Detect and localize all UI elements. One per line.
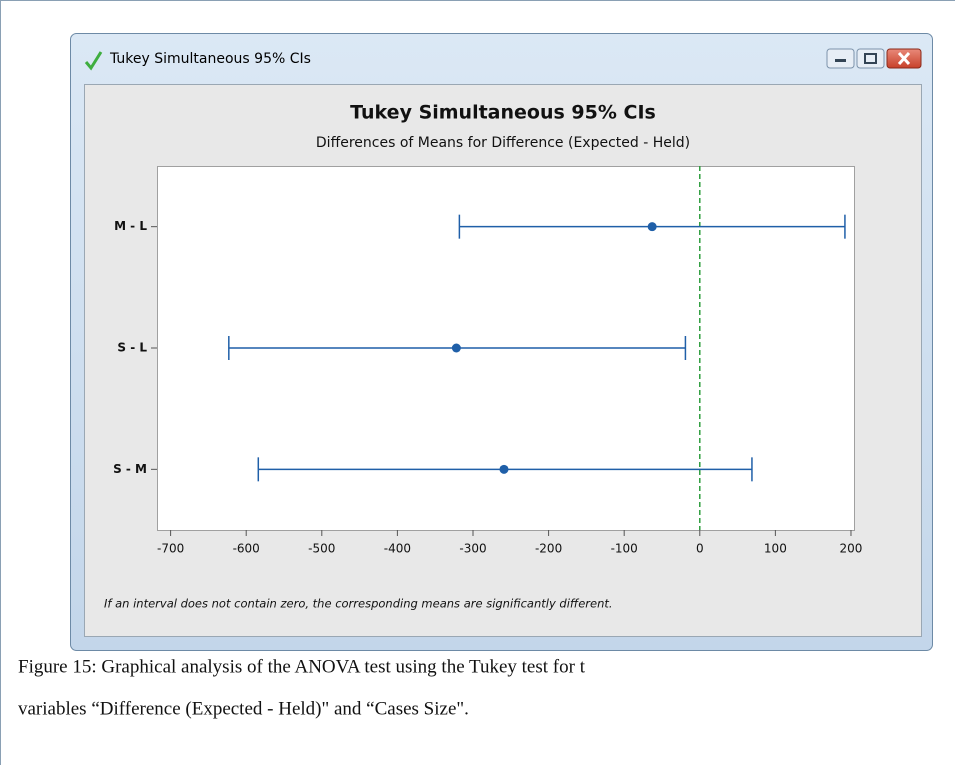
mean-point: [647, 222, 657, 232]
footnote: If an interval does not contain zero, th…: [104, 597, 613, 611]
maximize-icon: [864, 53, 877, 64]
minimize-icon: [835, 59, 846, 62]
x-tick-label: -600: [233, 542, 260, 556]
window-title: Tukey Simultaneous 95% CIs: [109, 51, 311, 67]
y-tick-label: S - L: [117, 341, 147, 355]
x-tick-label: 0: [696, 542, 704, 556]
mean-point: [499, 464, 509, 474]
x-tick-label: -200: [535, 542, 562, 556]
minimize-button[interactable]: [826, 48, 855, 69]
caption-line: variables “Difference (Expected - Held)"…: [18, 698, 469, 719]
app-icon: [84, 51, 103, 71]
x-tick-label: 100: [764, 542, 787, 556]
caption-line: Figure 15: Graphical analysis of the ANO…: [18, 656, 586, 677]
y-tick-label: M - L: [114, 219, 147, 233]
x-tick-label: -100: [611, 542, 638, 556]
x-tick-label: -400: [384, 542, 411, 556]
x-tick-label: -700: [157, 542, 184, 556]
y-tick-label: S - M: [113, 462, 147, 476]
chart-title: Tukey Simultaneous 95% CIs: [350, 102, 656, 124]
mean-point: [451, 343, 461, 353]
x-tick-label: 200: [840, 542, 863, 556]
chart-subtitle: Differences of Means for Difference (Exp…: [316, 135, 690, 151]
x-tick-label: -300: [459, 542, 486, 556]
close-icon: [897, 51, 911, 66]
x-tick-label: -500: [308, 542, 335, 556]
maximize-button[interactable]: [856, 48, 885, 69]
